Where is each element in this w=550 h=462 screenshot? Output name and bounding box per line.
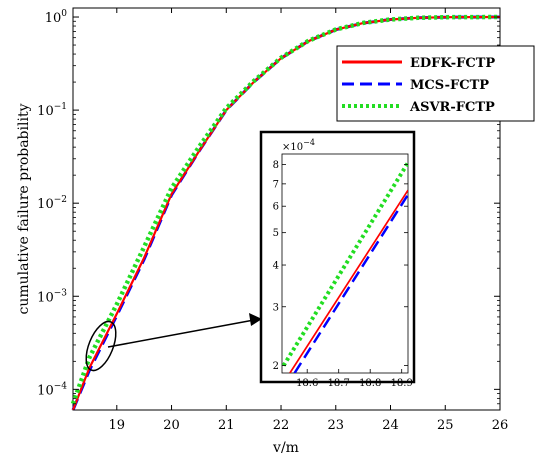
x-tick-label: 26 [492, 418, 509, 433]
zoom-arrow-head [249, 313, 262, 326]
x-tick-label: 24 [382, 418, 399, 433]
legend-label-mcs: MCS-FCTP [410, 78, 489, 93]
inset-y-tick-label: 8 [273, 160, 279, 171]
inset-series-group [282, 161, 408, 373]
x-tick-label: 19 [109, 418, 126, 433]
inset-outer-frame [259, 130, 416, 384]
inset-x-tick-label: 18.6 [296, 378, 318, 389]
inset-x-tick-label: 18.8 [359, 378, 381, 389]
inset-series-line-asvr-fctp [282, 161, 408, 367]
x-tick-label: 20 [163, 418, 180, 433]
x-tick-label: 21 [218, 418, 235, 433]
legend-label-edfk: EDFK-FCTP [410, 56, 495, 71]
zoom-region-ellipse [85, 320, 117, 372]
plot-frame [72, 7, 501, 411]
x-axis-label: v/m [272, 440, 299, 456]
y-tick-label: 10−1 [37, 102, 67, 119]
y-tick-label: 100 [45, 9, 68, 26]
x-tick-label: 22 [273, 418, 290, 433]
inset-y-tick-label: 2 [273, 361, 279, 372]
inset-y-tick-label: 3 [273, 302, 279, 313]
inset-axes-frame [281, 153, 409, 374]
inset-y-tick-label: 7 [273, 179, 279, 190]
inset-x-tick-label: 18.9 [391, 378, 413, 389]
y-tick-label: 10−2 [37, 195, 67, 212]
inset-y-ticks: 2 3 4 5 6 7 8 [273, 160, 408, 372]
y-tick-label: 10−3 [37, 288, 67, 305]
main-series-group [70, 14, 501, 411]
legend-label-asvr: ASVR-FCTP [409, 100, 495, 115]
y-axis-ticks: 10−4 10−3 10−2 10−1 100 [37, 9, 500, 411]
y-axis-label: cumulative failure probability [16, 103, 32, 314]
legend: EDFK-FCTP MCS-FCTP ASVR-FCTP [336, 45, 535, 122]
zoom-arrow-line [107, 319, 255, 348]
inset-series-line-edfk-fctp [289, 189, 408, 373]
y-tick-label: 10−4 [37, 381, 67, 398]
x-axis-ticks: 19 20 21 22 23 24 25 26 [109, 8, 509, 433]
inset-y-tick-label: 6 [273, 202, 279, 213]
inset-plot: 18.6 18.7 18.8 18.9 2 3 4 5 6 7 8 ×10−4 [259, 130, 416, 389]
inset-y-tick-label: 5 [273, 228, 279, 239]
zoom-callout [85, 313, 262, 372]
inset-multiplier-base: ×10 [282, 142, 303, 153]
x-tick-label: 23 [327, 418, 344, 433]
inset-multiplier-exp: −4 [303, 138, 315, 147]
inset-y-tick-label: 4 [273, 261, 279, 272]
series-line-asvr-fctp [70, 14, 501, 405]
x-tick-label: 25 [437, 418, 454, 433]
inset-multiplier: ×10−4 [282, 138, 315, 153]
inset-x-tick-label: 18.7 [328, 378, 350, 389]
inset-x-ticks: 18.6 18.7 18.8 18.9 [296, 369, 413, 389]
